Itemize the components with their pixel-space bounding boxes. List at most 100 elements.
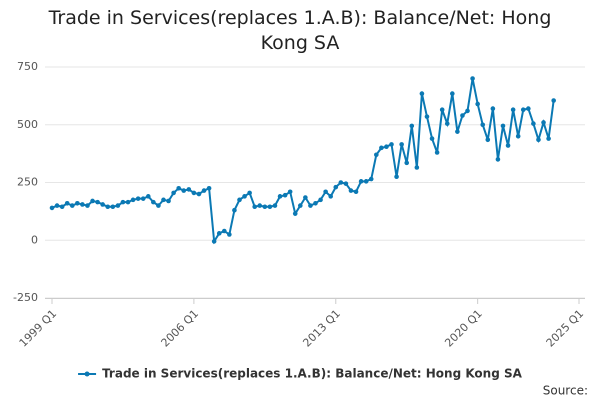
- legend-marker: [84, 371, 90, 377]
- data-point: [414, 165, 420, 170]
- data-point: [196, 191, 202, 197]
- data-point: [181, 188, 187, 193]
- data-point: [75, 200, 80, 206]
- data-point: [54, 203, 60, 208]
- data-point: [59, 204, 65, 210]
- data-point: [389, 142, 394, 147]
- data-point: [531, 121, 536, 126]
- legend: Trade in Services(replaces 1.A.B): Balan…: [78, 367, 523, 381]
- data-point: [424, 114, 430, 119]
- data-point: [470, 76, 475, 81]
- data-point: [156, 203, 161, 208]
- data-point: [90, 198, 95, 204]
- data-point: [166, 198, 171, 204]
- data-point: [323, 189, 328, 195]
- source: Source:: [543, 384, 588, 398]
- data-line: [51, 78, 555, 245]
- y-tick-label: 250: [17, 176, 38, 189]
- data-point: [338, 180, 344, 185]
- data-point: [201, 188, 207, 193]
- data-point: [515, 134, 521, 139]
- data-point: [520, 107, 526, 113]
- data-point: [221, 228, 227, 234]
- data-point: [363, 179, 369, 184]
- data-point: [232, 207, 237, 213]
- data-point: [95, 199, 100, 205]
- data-point: [526, 106, 531, 111]
- data-point: [120, 199, 126, 205]
- data-point: [186, 187, 192, 192]
- data-point: [439, 107, 445, 113]
- data-point: [80, 202, 85, 207]
- data-point: [100, 202, 105, 207]
- data-point: [206, 185, 212, 191]
- data-point: [262, 204, 268, 210]
- data-point: [455, 129, 460, 134]
- data-point: [257, 203, 263, 208]
- y-tick-label: -250: [13, 291, 38, 304]
- x-tick-label: 2025 Q1: [544, 307, 587, 350]
- data-point: [536, 137, 541, 143]
- data-point: [429, 136, 435, 141]
- data-point: [546, 136, 551, 141]
- chart-title: Trade in Services(replaces 1.A.B): Balan…: [48, 7, 552, 54]
- data-point: [130, 197, 136, 203]
- data-point: [444, 121, 450, 126]
- data-point: [49, 205, 55, 211]
- data-point: [211, 239, 217, 244]
- data-point: [500, 123, 506, 129]
- data-point: [419, 91, 425, 96]
- data-point: [384, 144, 389, 149]
- data-point: [135, 196, 141, 201]
- x-tick-label: 2020 Q1: [442, 307, 485, 350]
- data-point: [242, 194, 247, 199]
- data-point: [267, 204, 273, 210]
- data-point: [282, 192, 288, 198]
- data-point: [505, 143, 511, 148]
- data-point: [480, 122, 486, 128]
- data-point: [171, 190, 176, 196]
- data-point: [292, 211, 298, 216]
- data-point: [399, 142, 404, 147]
- data-point: [358, 179, 364, 184]
- data-point: [495, 157, 501, 162]
- data-point: [176, 185, 181, 191]
- data-point: [379, 145, 384, 151]
- data-point: [69, 203, 75, 208]
- data-point: [191, 190, 197, 196]
- data-point: [353, 189, 359, 195]
- data-point: [115, 203, 121, 208]
- data-point: [247, 190, 252, 196]
- data-point: [434, 150, 440, 155]
- data-point: [252, 204, 257, 210]
- data-point: [85, 203, 90, 208]
- x-tick-label: 2006 Q1: [159, 307, 202, 350]
- data-point: [475, 101, 480, 107]
- data-point: [272, 203, 278, 208]
- data-point: [450, 91, 455, 96]
- data-point: [227, 232, 232, 237]
- data-point: [308, 203, 313, 208]
- data-point: [277, 194, 283, 199]
- data-point: [465, 108, 470, 114]
- x-tick-label: 2013 Q1: [300, 307, 343, 350]
- data-point: [374, 152, 379, 158]
- data-point: [510, 107, 516, 113]
- legend-label: Trade in Services(replaces 1.A.B): Balan…: [102, 367, 523, 381]
- data-point: [368, 176, 374, 182]
- x-tick-label: 1999 Q1: [17, 307, 60, 350]
- data-point: [145, 194, 151, 199]
- data-point: [394, 174, 399, 180]
- data-point: [125, 199, 131, 205]
- data-point: [328, 194, 334, 199]
- data-point: [460, 113, 465, 118]
- data-point: [409, 123, 415, 129]
- data-point: [110, 204, 116, 210]
- data-point: [161, 197, 166, 203]
- data-point: [318, 197, 323, 203]
- data-point: [297, 203, 303, 208]
- data-point: [490, 106, 496, 111]
- data-point: [333, 184, 339, 190]
